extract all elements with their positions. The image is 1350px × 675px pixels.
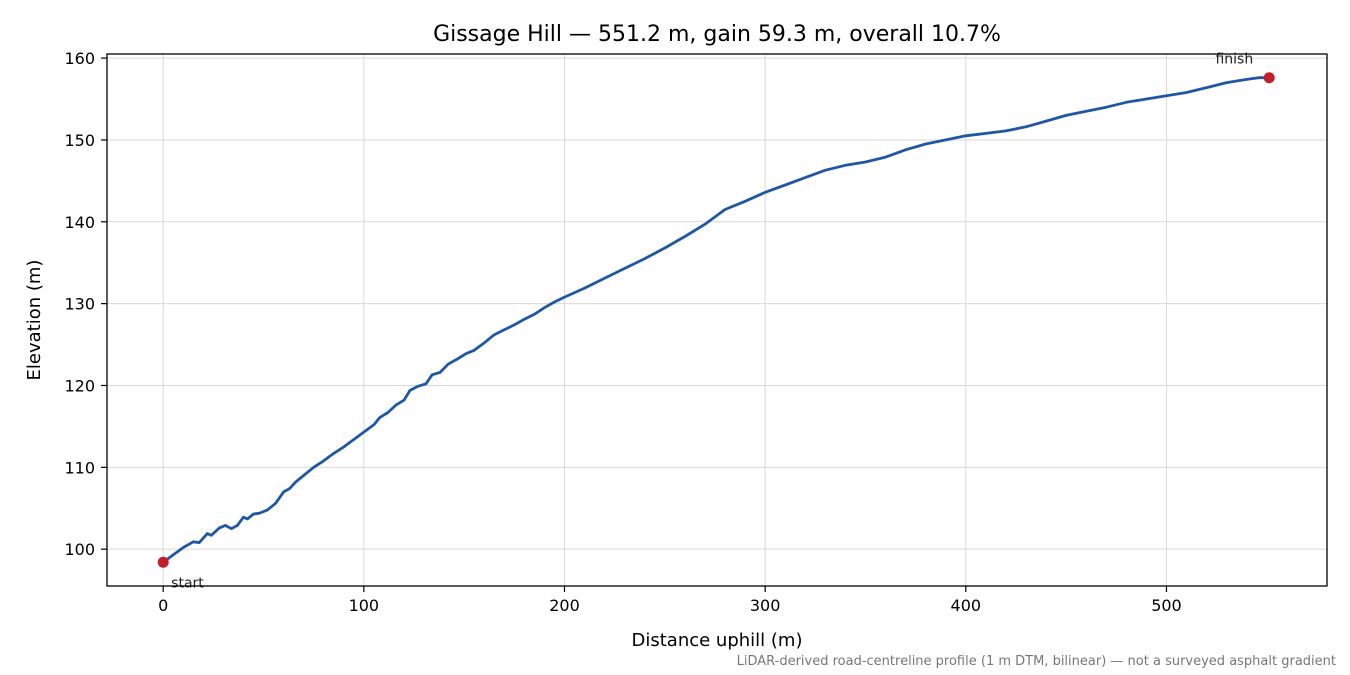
start-annotation: start [171,575,204,591]
y-tick-label: 150 [64,131,95,150]
chart-title: Gissage Hill — 551.2 m, gain 59.3 m, ove… [433,22,1001,47]
y-tick-label: 110 [64,458,95,477]
y-axis-label: Elevation (m) [24,260,45,381]
x-axis-label: Distance uphill (m) [632,630,803,651]
x-tick-label: 0 [158,596,168,615]
gridlines [107,54,1327,586]
y-tick-label: 160 [64,49,95,68]
x-tick-label: 300 [750,596,781,615]
y-tick-label: 100 [64,540,95,559]
y-tick-label: 130 [64,295,95,314]
elevation-series [161,76,1271,564]
x-tick-label: 400 [951,596,982,615]
plot-frame [106,53,1328,587]
x-tick-label: 100 [349,596,380,615]
endpoint-markers: start finish [157,52,1275,591]
start-marker [157,556,169,568]
x-tick-label: 200 [549,596,580,615]
y-tick-label: 120 [64,376,95,395]
x-tick-label: 500 [1151,596,1182,615]
chart-footnote: LiDAR-derived road-centreline profile (1… [737,654,1336,669]
finish-marker [1263,72,1275,84]
y-tick-label: 140 [64,213,95,232]
finish-annotation: finish [1215,52,1253,68]
elevation-line [161,76,1271,564]
axis-ticks: 0 100 200 300 400 500 100 110 120 130 140 150 160 [64,49,1181,615]
